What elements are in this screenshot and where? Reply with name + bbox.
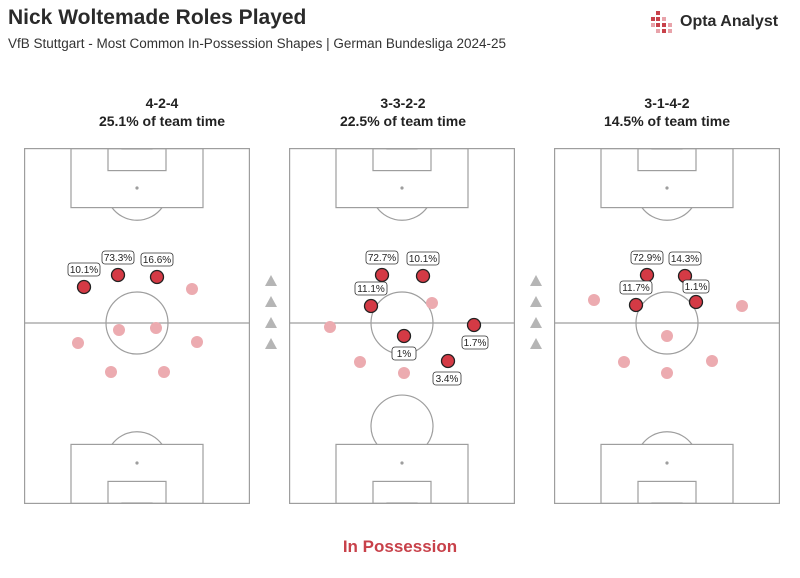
player-role-marker: 72.7%	[365, 250, 399, 283]
player-role-marker: 72.9%	[630, 250, 664, 283]
up-arrow-icon	[265, 317, 277, 328]
shape-heading: 4-2-4 25.1% of team time	[42, 94, 282, 130]
pitch-diagram: 72.7% 10.1% 11.1% 1% 1.7% 3.4%	[289, 148, 515, 504]
role-share-label: 72.7%	[368, 253, 396, 264]
possession-label: In Possession	[342, 537, 458, 556]
team-time-share: 25.1% of team time	[98, 113, 226, 129]
player-role-marker: 16.6%	[140, 252, 174, 285]
player-role-marker: 1.7%	[461, 317, 489, 350]
formation-label: 3-1-4-2	[644, 95, 690, 111]
role-share-label: 11.1%	[357, 284, 385, 295]
formation-label: 3-3-2-2	[380, 95, 426, 111]
faded-positions	[72, 283, 203, 378]
brand-name: Opta Analyst	[680, 13, 779, 30]
pitch-diagram: 10.1% 73.3% 16.6%	[24, 148, 250, 504]
role-share-label: 14.3%	[671, 254, 699, 265]
page-subtitle: VfB Stuttgart - Most Common In-Possessio…	[8, 36, 507, 51]
page-title: Nick Woltemade Roles Played	[8, 6, 307, 29]
up-arrow-icon	[530, 338, 542, 349]
role-share-label: 10.1%	[70, 265, 98, 276]
role-share-label: 1.7%	[464, 338, 487, 349]
player-role-marker: 14.3%	[668, 251, 702, 284]
role-share-label: 73.3%	[104, 253, 132, 264]
player-role-marker: 10.1%	[67, 262, 101, 295]
shape-transition-arrows	[265, 275, 277, 349]
up-arrow-icon	[530, 275, 542, 286]
role-share-label: 16.6%	[143, 255, 171, 266]
player-role-marker: 11.1%	[354, 281, 388, 314]
faded-positions	[588, 294, 748, 379]
player-role-marker: 11.7%	[619, 280, 653, 313]
role-share-label: 11.7%	[622, 283, 650, 294]
team-time-share: 22.5% of team time	[339, 113, 467, 129]
up-arrow-icon	[530, 317, 542, 328]
player-role-marker: 73.3%	[101, 250, 135, 283]
opta-grid-logo-icon	[651, 11, 672, 33]
player-role-marker: 1.1%	[682, 279, 710, 310]
up-arrow-icon	[265, 275, 277, 286]
formation-label: 4-2-4	[145, 95, 179, 111]
role-share-label: 3.4%	[436, 374, 459, 385]
role-share-label: 10.1%	[409, 254, 437, 265]
role-share-label: 1.1%	[685, 282, 708, 293]
shape-heading: 3-1-4-2 14.5% of team time	[547, 94, 787, 130]
player-role-marker: 1%	[391, 328, 417, 361]
faded-positions	[324, 297, 438, 379]
role-share-label: 72.9%	[633, 253, 661, 264]
shape-transition-arrows	[530, 275, 542, 349]
up-arrow-icon	[265, 296, 277, 307]
up-arrow-icon	[265, 338, 277, 349]
shape-heading: 3-3-2-2 22.5% of team time	[283, 94, 523, 130]
role-share-label: 1%	[397, 349, 412, 360]
pitch-diagram: 72.9% 14.3% 11.7% 1.1%	[554, 148, 780, 504]
player-role-marker: 3.4%	[432, 353, 462, 386]
up-arrow-icon	[530, 296, 542, 307]
team-time-share: 14.5% of team time	[603, 113, 731, 129]
player-role-marker: 10.1%	[406, 251, 440, 284]
